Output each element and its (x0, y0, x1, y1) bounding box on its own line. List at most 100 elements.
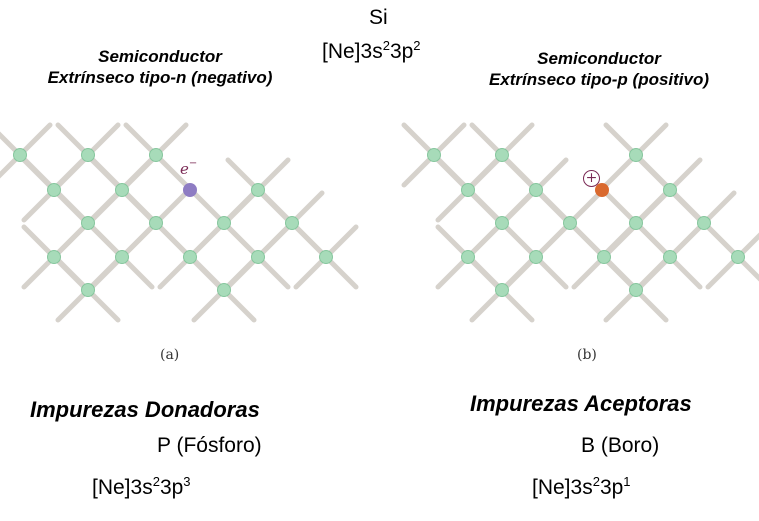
donor-electron-config: [Ne]3s23p3 (92, 474, 191, 500)
lattice-b-bond (469, 190, 505, 226)
lattice-a-silicon-atom (251, 183, 265, 197)
lattice-b-bond (705, 224, 741, 260)
lattice-a-bond (89, 224, 125, 260)
lattice-b-silicon-atom (529, 250, 543, 264)
lattice-b (401, 122, 759, 323)
lattice-a-bond (293, 254, 329, 290)
lattice-b-bond (735, 254, 759, 282)
lattice-b-bond (401, 152, 437, 188)
hole-marker: + (583, 170, 600, 187)
lattice-a-bond (255, 157, 291, 193)
electron-letter: e (180, 160, 189, 178)
lattice-b-silicon-atom (697, 216, 711, 230)
lattice-a-bond (293, 224, 329, 260)
lattice-b-silicon-atom (495, 283, 509, 297)
lattice-a-bond (191, 190, 227, 226)
lattice-a-silicon-atom (47, 183, 61, 197)
lattice-a-bond (289, 190, 325, 226)
lattice-b-impurity-atom (595, 183, 609, 197)
lattice-a-bond (55, 122, 91, 158)
lattice-b-bond (537, 190, 573, 226)
lattice-a-bond (153, 152, 189, 188)
lattice-a-silicon-atom (285, 216, 299, 230)
lattice-b-bond (533, 254, 569, 290)
acceptor-impurities-heading: Impurezas Aceptoras (470, 391, 692, 416)
config-s-exponent: 2 (592, 474, 600, 489)
lattice-b-silicon-atom (461, 183, 475, 197)
config-p: 3p (159, 476, 184, 499)
lattice-a-bond (55, 190, 91, 226)
lattice-b-bond (469, 122, 505, 158)
lattice-a-silicon-atom (115, 250, 129, 264)
donor-element-name: P (Fósforo) (157, 434, 262, 457)
config-p-exponent: 2 (413, 38, 421, 53)
lattice-b-bond (401, 122, 437, 158)
panel-a-caption: (a) (160, 347, 180, 363)
lattice-a-bond (89, 157, 125, 193)
lattice-b-bond (469, 257, 505, 293)
lattice-a-silicon-atom (149, 216, 163, 230)
lattice-a-silicon-atom (81, 148, 95, 162)
lattice-a-bond (21, 157, 57, 193)
lattice-b-bond (633, 190, 669, 226)
acceptor-element-name: B (Boro) (581, 434, 660, 457)
lattice-a-bond (191, 287, 227, 323)
panel-a-title-line1: Semiconductor (98, 47, 222, 66)
config-base: [Ne]3s (322, 40, 383, 63)
lattice-a-bond (259, 190, 295, 226)
lattice-b-bond (499, 190, 535, 226)
config-p: 3p (389, 40, 414, 63)
lattice-b-silicon-atom (495, 148, 509, 162)
lattice-b-bond (633, 122, 669, 158)
lattice-b-silicon-atom (629, 148, 643, 162)
donor-impurities-heading: Impurezas Donadoras (30, 397, 260, 422)
lattice-a-bond (55, 257, 91, 293)
lattice-b-bond (735, 232, 759, 260)
panel-b-title: Semiconductor Extrínseco tipo-p (positiv… (444, 48, 754, 90)
lattice-b-bond (503, 224, 539, 260)
lattice-a-bond (21, 254, 57, 290)
lattice-a-bond (255, 224, 291, 260)
lattice-b-bond (435, 254, 471, 290)
lattice-b-silicon-atom (731, 250, 745, 264)
lattice-b-bond (571, 254, 607, 290)
config-p-exponent: 1 (623, 474, 631, 489)
lattice-b-bond (567, 190, 603, 226)
config-s-exponent: 2 (152, 474, 160, 489)
panel-b-caption: (b) (577, 347, 597, 363)
config-base: [Ne]3s (532, 476, 593, 499)
lattice-a-bond (221, 257, 257, 293)
acceptor-electron-config: [Ne]3s23p1 (532, 474, 631, 500)
lattice-b-silicon-atom (529, 183, 543, 197)
lattice-b-bond (637, 157, 673, 193)
lattice-b-bond (603, 257, 639, 293)
lattice-a-silicon-atom (81, 283, 95, 297)
lattice-b-silicon-atom (629, 216, 643, 230)
lattice-a-bond (51, 157, 87, 193)
lattice-a-bond (119, 224, 155, 260)
lattice-a-bond (191, 257, 227, 293)
lattice-b-bond (671, 190, 707, 226)
lattice-a-silicon-atom (319, 250, 333, 264)
lattice-a-bond (21, 187, 57, 223)
lattice-a-bond (187, 224, 223, 260)
lattice-b-bond (435, 224, 471, 260)
silicon-electron-config: [Ne]3s23p2 (322, 38, 421, 64)
lattice-a-bond (119, 254, 155, 290)
lattice-a-bond (153, 122, 189, 158)
silicon-symbol: Si (369, 6, 388, 29)
lattice-a (0, 122, 359, 323)
lattice-b-bond (499, 122, 535, 158)
lattice-b-bond (633, 287, 669, 323)
lattice-b-bond (705, 254, 741, 290)
lattice-b-bond (601, 224, 637, 260)
lattice-b-bond (499, 257, 535, 293)
lattice-b-silicon-atom (563, 216, 577, 230)
lattice-a-bond (153, 190, 189, 226)
lattice-a-bond (0, 131, 23, 158)
lattice-b-silicon-atom (427, 148, 441, 162)
lattice-b-bond (533, 224, 569, 260)
lattice-a-bond (51, 224, 87, 260)
lattice-a-silicon-atom (149, 148, 163, 162)
panel-b-title-line2: Extrínseco tipo-p (positivo) (488, 70, 710, 89)
